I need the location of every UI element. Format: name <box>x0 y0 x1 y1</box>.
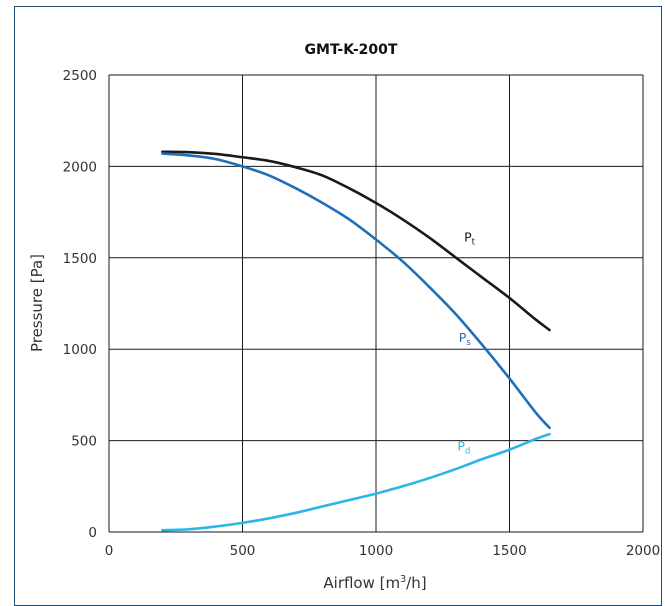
series-line-pd <box>161 432 551 532</box>
x-tick-labels: 0 500 1000 1500 2000 <box>105 543 660 559</box>
y-tick-label: 2500 <box>63 68 97 84</box>
y-axis-label: Pressure [Pa] <box>28 254 46 352</box>
series-line-ps <box>161 152 551 430</box>
series-line-pt <box>161 150 551 332</box>
grid <box>108 74 644 533</box>
pressure-airflow-chart: GMT-K-200T 0 500 1000 1500 2000 0 500 1000 1500… <box>28 42 660 591</box>
x-tick-label: 1000 <box>359 543 393 559</box>
y-tick-label: 500 <box>71 434 97 450</box>
y-tick-label: 1000 <box>63 342 97 358</box>
x-axis-label: Airflow [m3/h] <box>323 574 426 591</box>
series-label-pd: Pd <box>457 439 470 457</box>
curves <box>161 150 551 532</box>
y-tick-label: 2000 <box>63 159 97 175</box>
x-tick-label: 0 <box>105 543 114 559</box>
x-tick-label: 1500 <box>492 543 526 559</box>
series-label-ps: Ps <box>459 330 472 348</box>
chart-title: GMT-K-200T <box>305 42 398 58</box>
y-tick-label: 1500 <box>63 251 97 267</box>
series-label-pt: Pt <box>464 229 476 247</box>
x-tick-label: 500 <box>230 543 256 559</box>
y-tick-label: 0 <box>88 525 97 541</box>
series-labels: Pt Ps Pd <box>457 229 475 456</box>
x-tick-label: 2000 <box>626 543 660 559</box>
y-tick-labels: 0 500 1000 1500 2000 2500 <box>63 68 97 541</box>
